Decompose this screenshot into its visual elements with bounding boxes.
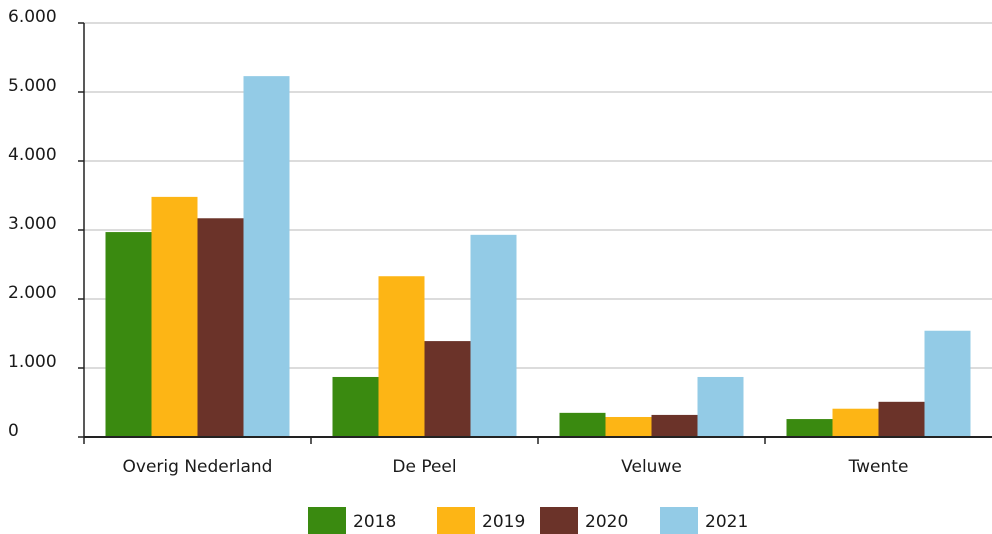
bar	[786, 419, 833, 437]
bar	[924, 330, 971, 437]
y-tick-label: 3.000	[8, 214, 57, 234]
bar	[878, 401, 925, 437]
bar	[105, 232, 152, 437]
x-tick-label: Overig Nederland	[123, 457, 273, 477]
legend-label: 2021	[705, 512, 748, 532]
legend-label: 2019	[482, 512, 525, 532]
legend-swatch	[660, 507, 698, 534]
legend-swatch	[540, 507, 578, 534]
bar	[332, 376, 379, 437]
bar	[470, 234, 517, 437]
x-tick-label: Veluwe	[621, 457, 682, 477]
y-tick-label: 6.000	[8, 7, 57, 27]
bar	[378, 276, 425, 437]
y-tick-label: 1.000	[8, 352, 57, 372]
x-tick-label: Twente	[848, 457, 909, 477]
y-tick-label: 5.000	[8, 76, 57, 96]
legend-swatch	[437, 507, 475, 534]
legend-label: 2020	[585, 512, 628, 532]
bar	[197, 218, 244, 437]
y-tick-label: 0	[8, 421, 19, 441]
bar	[424, 341, 471, 437]
bar	[697, 376, 744, 437]
bar	[651, 414, 698, 437]
bar	[243, 76, 290, 437]
bar	[559, 412, 606, 437]
bar	[832, 408, 879, 437]
bar	[151, 196, 198, 437]
bar	[605, 416, 652, 437]
y-tick-label: 4.000	[8, 145, 57, 165]
legend-label: 2018	[353, 512, 396, 532]
legend-swatch	[308, 507, 346, 534]
y-tick-label: 2.000	[8, 283, 57, 303]
x-tick-label: De Peel	[392, 457, 456, 477]
